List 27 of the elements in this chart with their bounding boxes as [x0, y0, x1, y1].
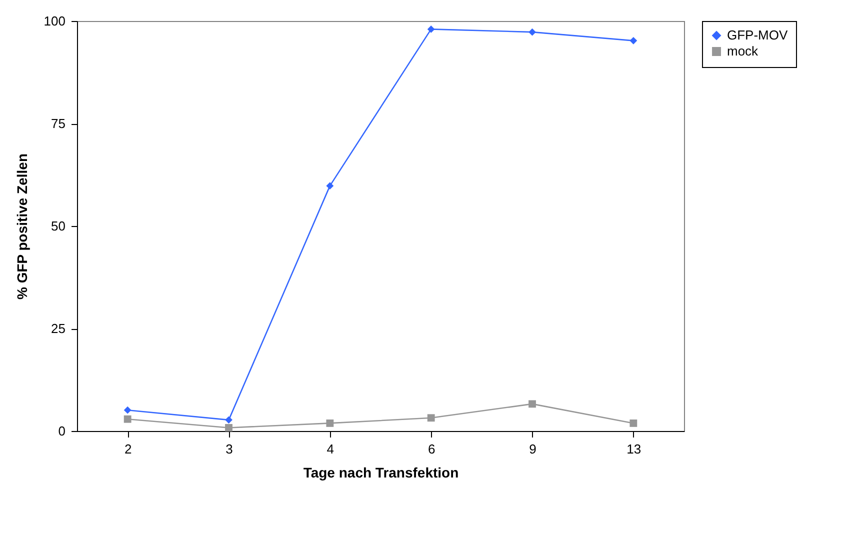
- x-tick-label: 9: [529, 442, 536, 456]
- x-tick-label: 3: [226, 442, 233, 456]
- point: [124, 406, 132, 414]
- point: [630, 420, 638, 427]
- point: [225, 416, 232, 424]
- point: [528, 28, 536, 36]
- point: [427, 25, 435, 33]
- point: [427, 414, 435, 422]
- point: [326, 182, 334, 190]
- x-tick-label: 13: [626, 442, 642, 456]
- point: [528, 400, 536, 408]
- x-tick-label: 4: [326, 442, 334, 456]
- y-tick-label: 25: [51, 321, 66, 336]
- y-axis-title: % GFP positive Zellen: [14, 153, 30, 300]
- x-axis-title: Tage nach Transfektion: [303, 464, 459, 480]
- legend-label: GFP-MOV: [727, 28, 788, 42]
- y-tick-label: 100: [44, 14, 66, 28]
- point: [225, 424, 232, 432]
- x-tick-label: 6: [428, 442, 436, 456]
- point: [124, 415, 132, 423]
- y-tick-label: 75: [51, 116, 66, 131]
- y-tick-label: 0: [58, 424, 66, 438]
- x-tick-label: 2: [124, 442, 132, 456]
- y-tick-label: 50: [51, 218, 66, 234]
- legend-label: mock: [727, 44, 759, 58]
- point: [630, 36, 638, 44]
- point: [326, 420, 334, 427]
